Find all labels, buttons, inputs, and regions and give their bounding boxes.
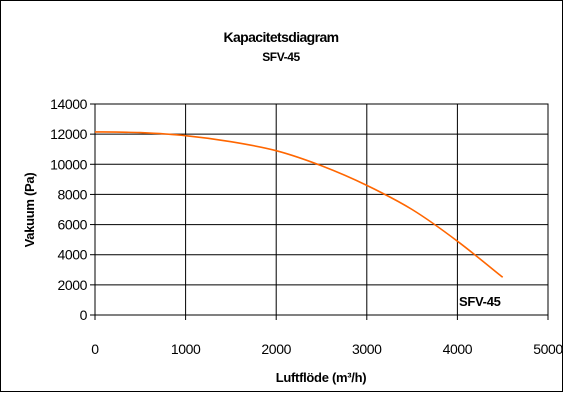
chart-subtitle: SFV-45 <box>262 50 300 64</box>
y-tick-label: 10000 <box>50 156 88 172</box>
tick-layer: 0 2000 4000 6000 8000 10000 12000 14000 0 1000 200… <box>50 96 563 357</box>
chart-title: Kapacitetsdiagram <box>223 29 338 45</box>
series-line-sfv-45 <box>94 131 504 278</box>
y-tick-label: 8000 <box>57 186 87 202</box>
y-tick-label: 14000 <box>50 96 88 112</box>
x-tick-label: 0 <box>91 341 99 357</box>
y-tick-label: 6000 <box>57 217 87 233</box>
x-tick-label: 4000 <box>443 341 473 357</box>
grid-layer <box>95 104 548 315</box>
y-tick-label: 2000 <box>57 277 87 293</box>
x-tick-label: 1000 <box>171 341 201 357</box>
x-axis-title: Luftflöde (m³/h) <box>276 370 367 385</box>
y-tick-label: 12000 <box>50 126 88 142</box>
series-label: SFV-45 <box>459 294 501 309</box>
series-layer <box>94 131 504 278</box>
x-tick-label: 3000 <box>352 341 382 357</box>
x-tick-label: 2000 <box>261 341 291 357</box>
plot-area-border <box>94 103 549 316</box>
x-tick-label: 5000 <box>533 341 562 357</box>
y-tick-label: 0 <box>80 307 88 323</box>
y-tick-label: 4000 <box>57 247 87 263</box>
y-axis-title: Vakuum (Pa) <box>22 173 37 248</box>
